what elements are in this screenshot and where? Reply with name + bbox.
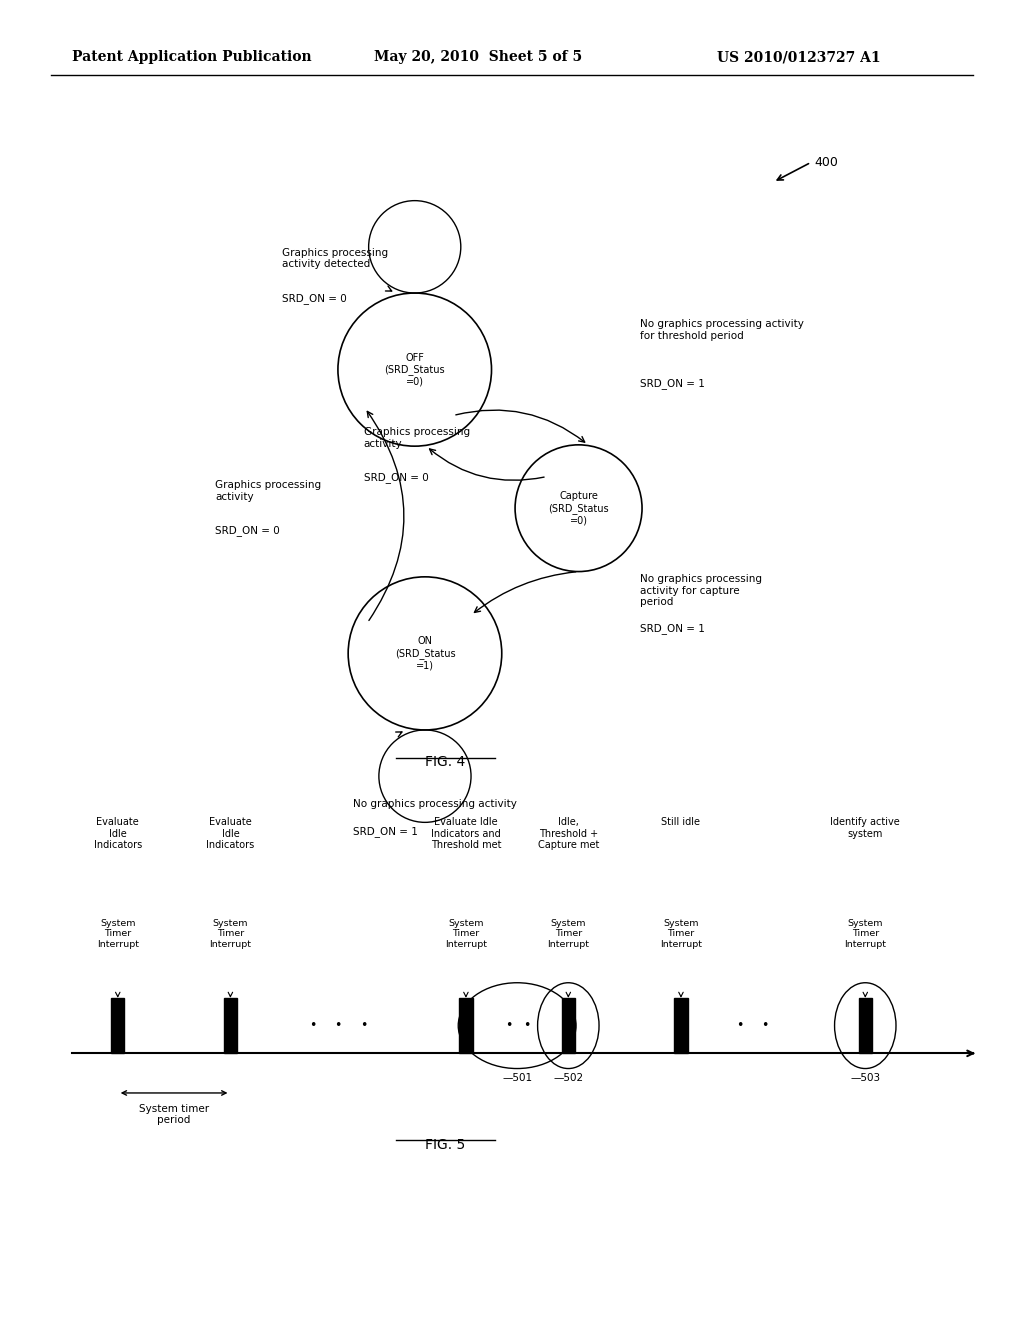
Text: —503: —503	[850, 1073, 881, 1084]
Text: SRD_ON = 1: SRD_ON = 1	[640, 379, 705, 389]
Bar	[858, 998, 872, 1053]
Text: System
Timer
Interrupt: System Timer Interrupt	[547, 919, 590, 949]
Text: •: •	[761, 1019, 769, 1032]
Text: •: •	[334, 1019, 342, 1032]
Text: US 2010/0123727 A1: US 2010/0123727 A1	[717, 50, 881, 65]
Text: No graphics processing
activity for capture
period: No graphics processing activity for capt…	[640, 574, 762, 607]
Text: ON
(SRD_Status
=1): ON (SRD_Status =1)	[394, 636, 456, 671]
Bar	[223, 998, 238, 1053]
Text: •: •	[505, 1019, 513, 1032]
Text: •: •	[735, 1019, 743, 1032]
Text: System timer
period: System timer period	[139, 1104, 209, 1125]
Text: Patent Application Publication: Patent Application Publication	[72, 50, 311, 65]
Bar	[562, 998, 575, 1053]
Text: 400: 400	[814, 156, 838, 169]
Text: —501: —501	[502, 1073, 532, 1084]
Text: Capture
(SRD_Status
=0): Capture (SRD_Status =0)	[548, 491, 609, 525]
Text: SRD_ON = 0: SRD_ON = 0	[364, 473, 428, 483]
Text: SRD_ON = 0: SRD_ON = 0	[215, 525, 280, 536]
Text: SRD_ON = 1: SRD_ON = 1	[353, 826, 418, 837]
Text: No graphics processing activity
for threshold period: No graphics processing activity for thre…	[640, 319, 804, 341]
Text: Idle,
Threshold +
Capture met: Idle, Threshold + Capture met	[538, 817, 599, 850]
Text: Identify active
system: Identify active system	[830, 817, 900, 838]
Text: FIG. 5: FIG. 5	[425, 1138, 466, 1152]
Bar	[459, 998, 473, 1053]
Text: Still idle: Still idle	[662, 817, 700, 828]
Bar	[111, 998, 125, 1053]
Text: •: •	[522, 1019, 530, 1032]
Text: SRD_ON = 0: SRD_ON = 0	[282, 293, 346, 304]
Text: Evaluate
Idle
Indicators: Evaluate Idle Indicators	[206, 817, 255, 850]
Text: Graphics processing
activity: Graphics processing activity	[215, 480, 322, 502]
Text: System
Timer
Interrupt: System Timer Interrupt	[659, 919, 702, 949]
Text: OFF
(SRD_Status
=0): OFF (SRD_Status =0)	[384, 352, 445, 387]
Bar	[675, 998, 688, 1053]
Text: System
Timer
Interrupt: System Timer Interrupt	[844, 919, 887, 949]
Text: •: •	[308, 1019, 316, 1032]
Text: System
Timer
Interrupt: System Timer Interrupt	[444, 919, 487, 949]
Text: System
Timer
Interrupt: System Timer Interrupt	[96, 919, 139, 949]
Text: Graphics processing
activity: Graphics processing activity	[364, 428, 470, 449]
Text: No graphics processing activity: No graphics processing activity	[353, 799, 517, 809]
Text: Graphics processing
activity detected: Graphics processing activity detected	[282, 248, 388, 269]
Text: •: •	[359, 1019, 368, 1032]
Text: System
Timer
Interrupt: System Timer Interrupt	[209, 919, 252, 949]
Text: FIG. 4: FIG. 4	[425, 755, 466, 770]
Text: Evaluate
Idle
Indicators: Evaluate Idle Indicators	[93, 817, 142, 850]
Text: SRD_ON = 1: SRD_ON = 1	[640, 623, 705, 634]
Text: —502: —502	[553, 1073, 584, 1084]
Text: Evaluate Idle
Indicators and
Threshold met: Evaluate Idle Indicators and Threshold m…	[431, 817, 501, 850]
Text: May 20, 2010  Sheet 5 of 5: May 20, 2010 Sheet 5 of 5	[374, 50, 582, 65]
